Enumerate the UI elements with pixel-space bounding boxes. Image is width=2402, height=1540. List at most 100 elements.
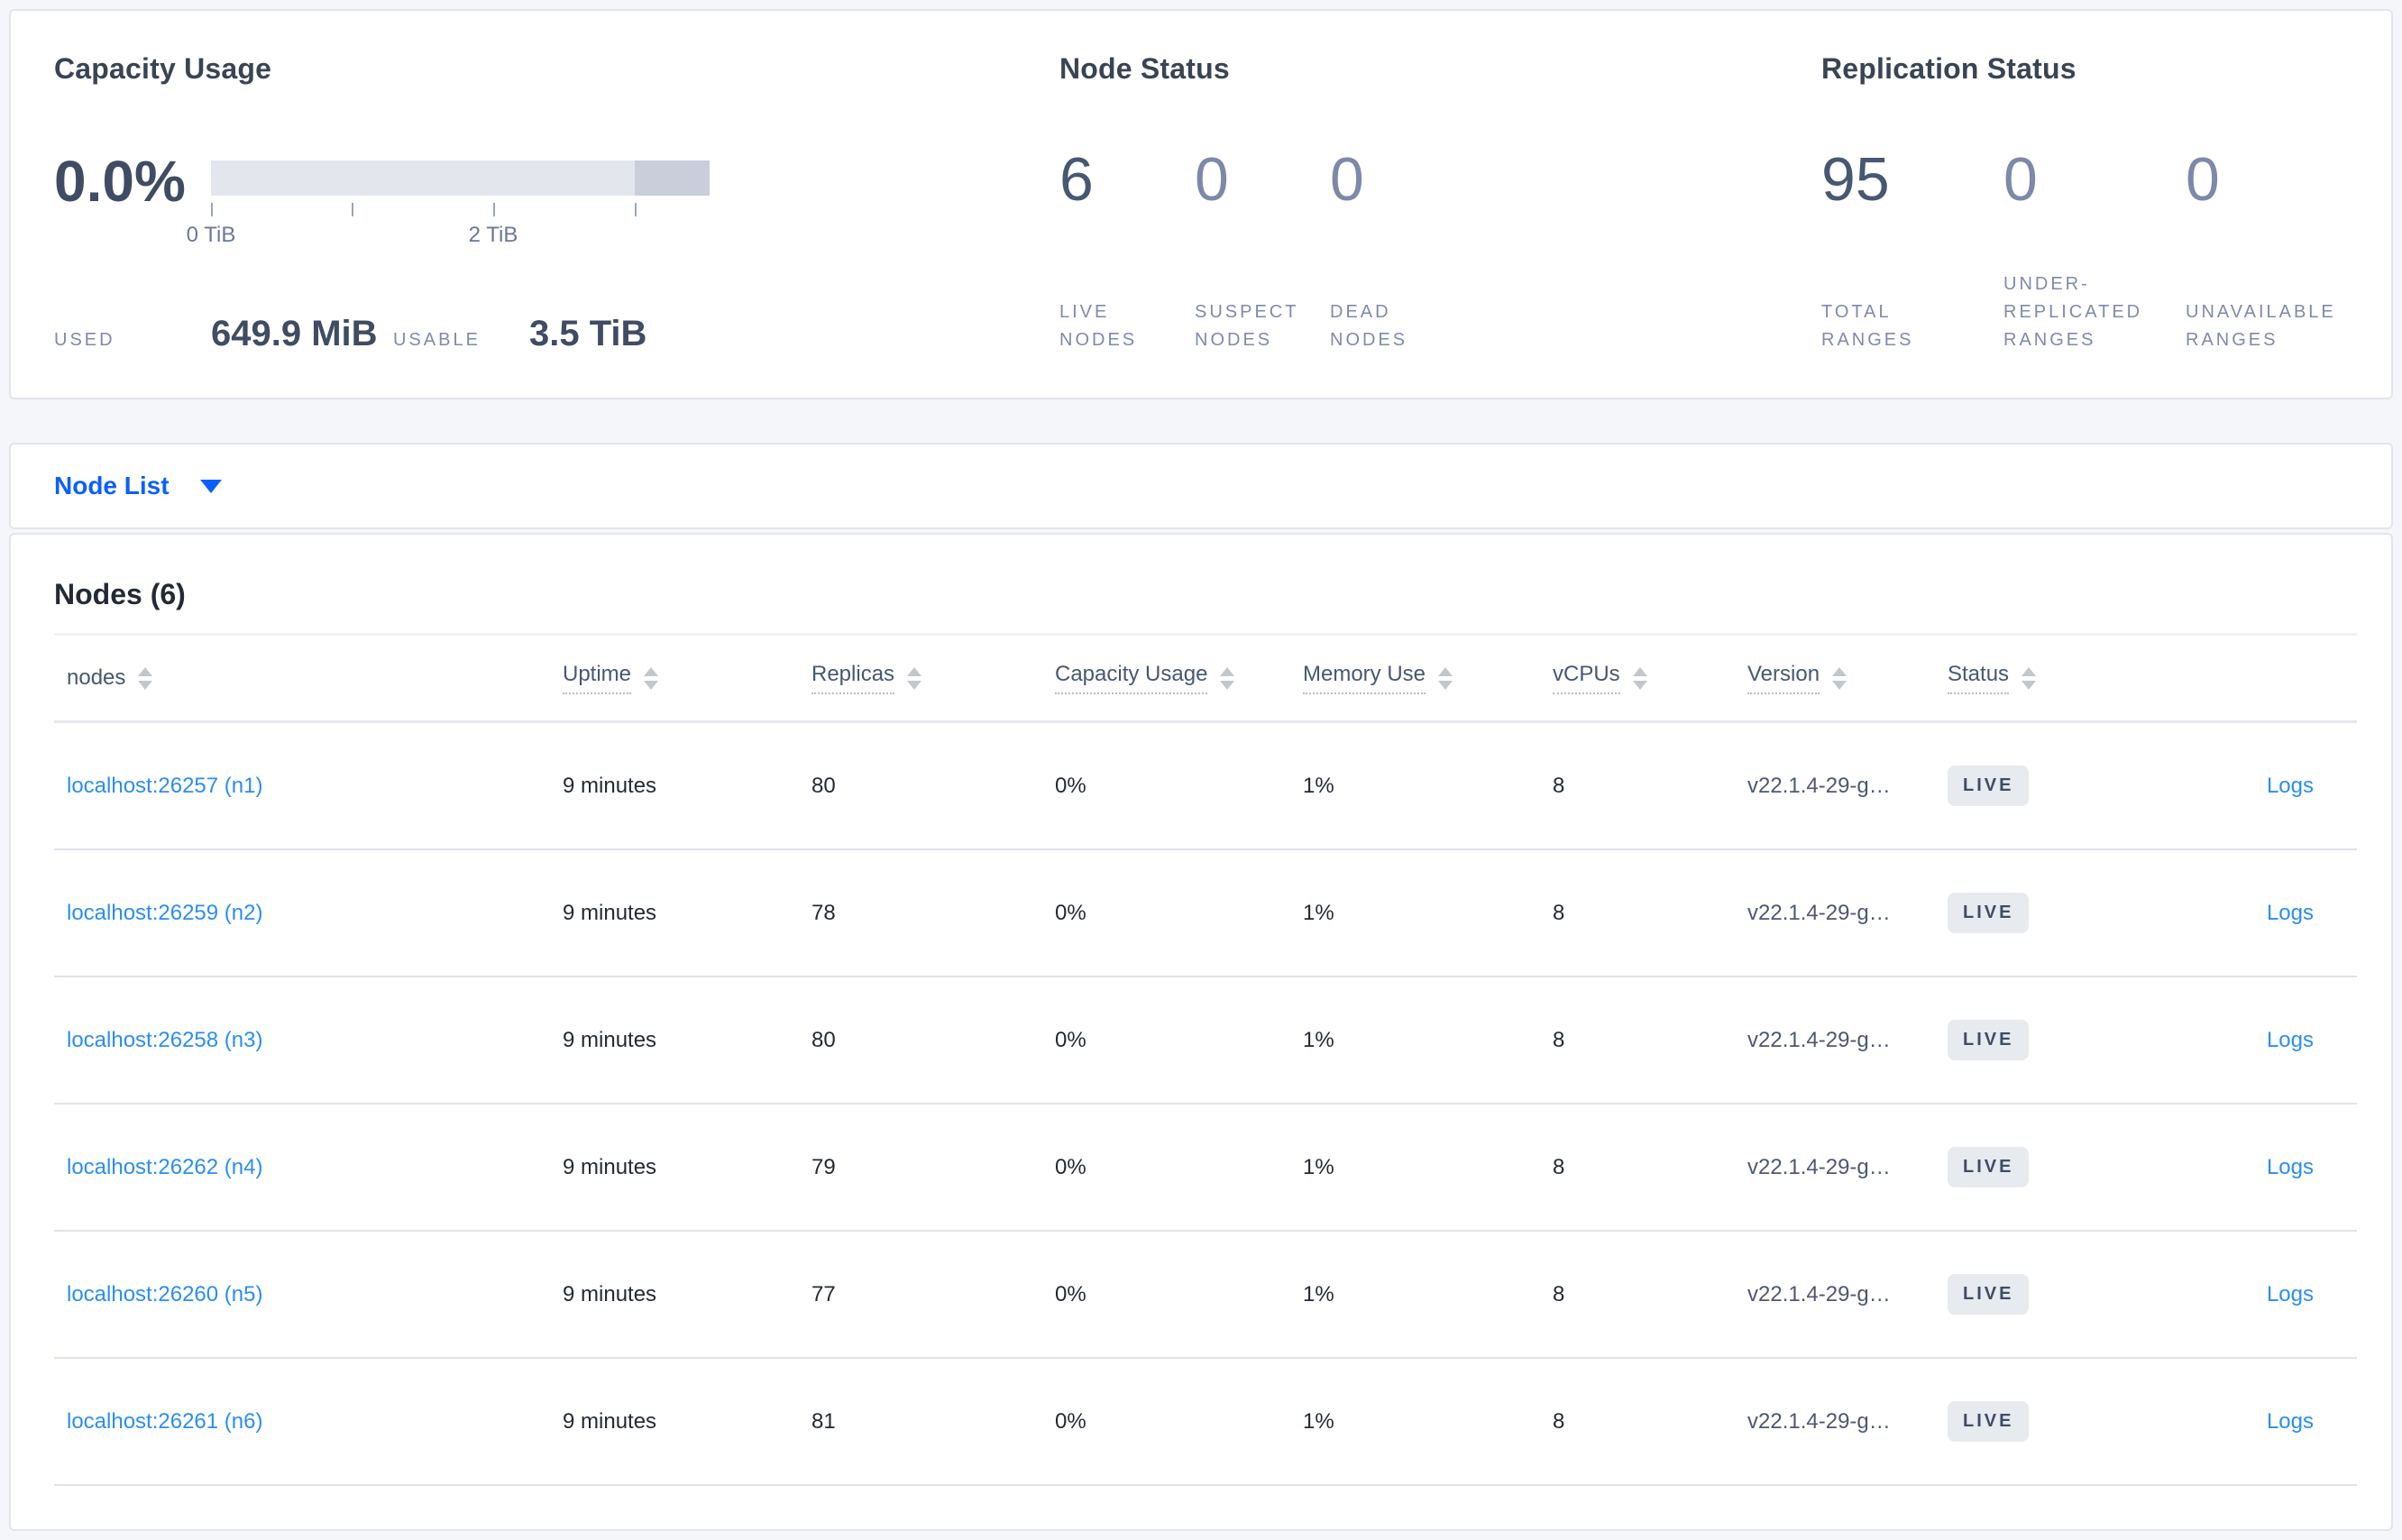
live-nodes-stat: 6 LIVE NODES <box>1059 149 1195 354</box>
capacity-cell: 0% <box>1055 1408 1086 1434</box>
uptime-cell: 9 minutes <box>563 1408 657 1434</box>
replicas-cell: 77 <box>811 1281 836 1306</box>
table-row: localhost:26259 (n2) 9 minutes 78 0% 1% … <box>54 850 2357 977</box>
under-replicated-ranges-value: 0 <box>2003 145 2038 214</box>
status-cell: LIVE <box>1935 1147 2160 1187</box>
column-header-vcpus[interactable]: vCPUs <box>1540 662 1735 694</box>
node-link[interactable]: localhost:26262 (n4) <box>67 1154 263 1179</box>
chevron-down-icon[interactable] <box>199 479 222 493</box>
uptime-cell: 9 minutes <box>563 773 657 798</box>
status-badge: LIVE <box>1948 1020 2030 1060</box>
logs-cell: Logs <box>2160 1028 2357 1053</box>
usable-value: 3.5 TiB <box>529 314 647 353</box>
status-cell: LIVE <box>1935 893 2160 933</box>
dead-nodes-stat: 0 DEAD NODES <box>1330 149 1465 354</box>
suspect-nodes-stat: 0 SUSPECT NODES <box>1195 149 1330 354</box>
logs-cell: Logs <box>2160 1282 2357 1307</box>
vcpus-cell: 8 <box>1553 1408 1565 1434</box>
column-header-status[interactable]: Status <box>1935 662 2160 694</box>
memory-cell: 1% <box>1303 773 1334 798</box>
node-list-dropdown[interactable]: Node List <box>54 472 170 500</box>
capacity-cell: 0% <box>1055 773 1086 798</box>
memory-cell: 1% <box>1303 1154 1334 1179</box>
nodes-table-title: Nodes (6) <box>54 578 186 610</box>
column-header-version[interactable]: Version <box>1735 662 1935 694</box>
vcpus-cell: 8 <box>1553 1281 1565 1306</box>
sort-icon[interactable] <box>1832 666 1847 690</box>
live-nodes-label: LIVE NODES <box>1059 302 1138 350</box>
vcpus-cell: 8 <box>1553 1154 1565 1179</box>
replicas-cell: 79 <box>811 1154 836 1179</box>
uptime-cell: 9 minutes <box>563 1281 657 1306</box>
column-header-nodes[interactable]: nodes <box>54 665 550 691</box>
capacity-cell: 0% <box>1055 1027 1086 1052</box>
status-cell: LIVE <box>1935 765 2160 806</box>
node-link[interactable]: localhost:26261 (n6) <box>67 1408 263 1434</box>
capacity-percent-value: 0.0% <box>54 149 186 214</box>
logs-cell: Logs <box>2160 1409 2357 1435</box>
view-selector-bar[interactable]: Node List <box>9 443 2393 529</box>
logs-cell: Logs <box>2160 1155 2357 1180</box>
capacity-cell: 0% <box>1055 1154 1086 1179</box>
column-header-memory-use[interactable]: Memory Use <box>1290 662 1540 694</box>
table-header-row: nodes Uptime Replicas Capacity Usage Mem… <box>54 633 2357 723</box>
dead-nodes-label: DEAD NODES <box>1330 302 1408 350</box>
suspect-nodes-label: SUSPECT NODES <box>1195 302 1299 350</box>
sort-icon[interactable] <box>1632 666 1647 690</box>
node-status-title: Node Status <box>1059 52 1230 85</box>
usable-label: USABLE <box>393 330 481 350</box>
replicas-cell: 80 <box>811 1027 836 1052</box>
used-value: 649.9 MiB <box>211 314 378 353</box>
status-cell: LIVE <box>1935 1401 2160 1442</box>
node-link[interactable]: localhost:26258 (n3) <box>67 1027 263 1052</box>
node-link[interactable]: localhost:26260 (n5) <box>67 1281 263 1306</box>
logs-cell: Logs <box>2160 774 2357 799</box>
sort-icon[interactable] <box>1438 666 1453 690</box>
total-ranges-value: 95 <box>1821 145 1890 214</box>
column-header-capacity-usage[interactable]: Capacity Usage <box>1042 662 1290 694</box>
sort-icon[interactable] <box>138 666 153 690</box>
axis-tick-label-2tib: 2 TiB <box>468 223 518 247</box>
replicas-cell: 80 <box>811 773 836 798</box>
sort-icon[interactable] <box>2022 666 2037 690</box>
column-header-uptime[interactable]: Uptime <box>550 662 799 694</box>
used-label: USED <box>54 330 115 350</box>
logs-link[interactable]: Logs <box>2266 1408 2314 1434</box>
table-row: localhost:26258 (n3) 9 minutes 80 0% 1% … <box>54 977 2357 1105</box>
logs-link[interactable]: Logs <box>2266 1154 2314 1179</box>
sort-icon[interactable] <box>907 666 922 690</box>
node-link[interactable]: localhost:26257 (n1) <box>67 773 263 798</box>
status-badge: LIVE <box>1948 765 2030 806</box>
node-link[interactable]: localhost:26259 (n2) <box>67 900 263 925</box>
replication-status-title: Replication Status <box>1821 52 2077 85</box>
logs-link[interactable]: Logs <box>2266 1027 2314 1052</box>
version-cell: v22.1.4-29-g… <box>1747 1027 1891 1052</box>
total-ranges-label: TOTAL RANGES <box>1821 302 1914 350</box>
version-cell: v22.1.4-29-g… <box>1747 1281 1891 1306</box>
replication-status-section: Replication Status 95 TOTAL RANGES 0 UND… <box>1821 52 2391 398</box>
uptime-cell: 9 minutes <box>563 1154 657 1179</box>
version-cell: v22.1.4-29-g… <box>1747 1154 1891 1179</box>
replicas-cell: 78 <box>811 900 836 925</box>
under-replicated-ranges-stat: 0 UNDER-REPLICATED RANGES <box>2003 149 2186 354</box>
memory-cell: 1% <box>1303 1408 1334 1434</box>
axis-tick-label-0tib: 0 TiB <box>186 223 236 247</box>
memory-cell: 1% <box>1303 900 1334 925</box>
sort-icon[interactable] <box>1220 666 1235 690</box>
version-cell: v22.1.4-29-g… <box>1747 773 1891 798</box>
dead-nodes-value: 0 <box>1330 145 1364 214</box>
capacity-axis-ticks <box>211 201 710 221</box>
uptime-cell: 9 minutes <box>563 900 657 925</box>
unavailable-ranges-stat: 0 UNAVAILABLE RANGES <box>2186 149 2368 354</box>
uptime-cell: 9 minutes <box>563 1027 657 1052</box>
logs-link[interactable]: Logs <box>2266 1281 2314 1306</box>
table-row: localhost:26257 (n1) 9 minutes 80 0% 1% … <box>54 723 2357 850</box>
sort-icon[interactable] <box>644 666 659 690</box>
logs-link[interactable]: Logs <box>2266 773 2314 798</box>
column-header-replicas[interactable]: Replicas <box>799 662 1042 694</box>
node-status-section: Node Status 6 LIVE NODES 0 SUSPECT NODES… <box>1059 52 1821 398</box>
logs-link[interactable]: Logs <box>2266 900 2314 925</box>
capacity-axis-labels: 0 TiB 2 TiB <box>187 223 710 250</box>
live-nodes-value: 6 <box>1059 145 1094 214</box>
capacity-cell: 0% <box>1055 900 1086 925</box>
